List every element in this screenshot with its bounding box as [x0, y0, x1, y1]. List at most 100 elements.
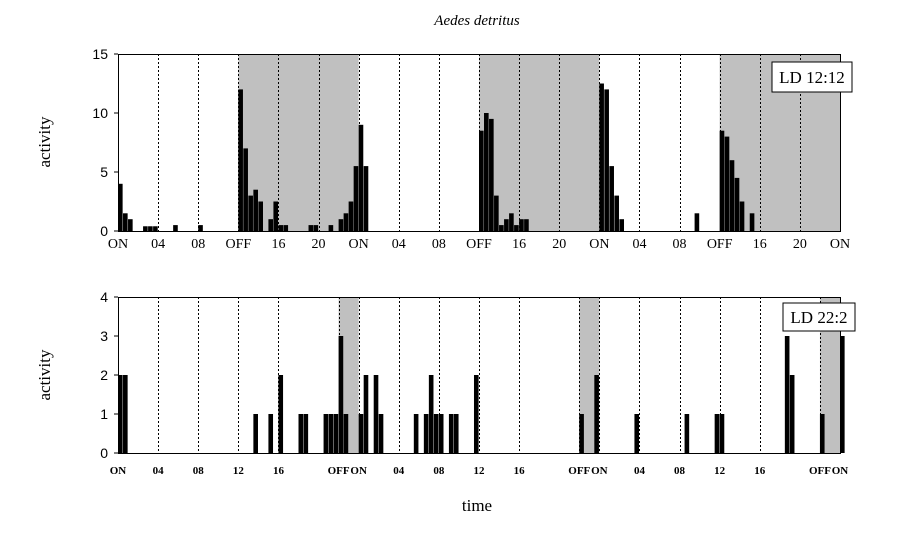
dark-period	[819, 297, 840, 453]
activity-bar	[253, 189, 258, 231]
dark-period	[479, 54, 600, 231]
y-axis-label: activity	[35, 116, 54, 167]
x-tick-label: 04	[393, 465, 405, 477]
x-tick-label: 08	[674, 465, 686, 477]
activity-bar	[123, 213, 128, 231]
activity-bar	[343, 213, 349, 231]
x-tick-label: 16	[271, 237, 285, 252]
activity-bar	[358, 414, 364, 453]
chart-title: Aedes detritus	[433, 13, 520, 29]
activity-bar	[514, 225, 519, 231]
activity-bar	[448, 414, 454, 453]
x-tick-label: ON	[108, 237, 128, 252]
activity-bar	[373, 375, 379, 453]
activity-bar	[729, 160, 735, 231]
activity-bar	[333, 414, 339, 453]
activity-bar	[634, 414, 640, 453]
x-tick-label: OFF	[568, 465, 590, 477]
activity-bar	[489, 118, 494, 231]
activity-bar	[579, 414, 584, 453]
activity-bar	[599, 83, 604, 231]
x-tick-label: ON	[349, 237, 369, 252]
x-tick-label: 08	[433, 465, 445, 477]
activity-bar	[278, 225, 284, 231]
x-axis-label: time	[462, 496, 492, 515]
y-tick-label: 2	[100, 367, 108, 383]
x-tick-label: 20	[552, 237, 566, 252]
activity-bar	[298, 414, 304, 453]
activity-bar	[789, 375, 795, 453]
x-tick-label: OFF	[707, 237, 733, 252]
plot-frame	[118, 54, 841, 232]
x-tick-label: 16	[753, 237, 767, 252]
activity-bar	[363, 166, 369, 231]
activity-bar	[283, 225, 289, 231]
activity-bar	[609, 166, 614, 231]
activity-bar	[198, 225, 203, 231]
activity-bar	[604, 89, 609, 232]
activity-bar	[278, 375, 284, 453]
x-tick-label: 04	[392, 237, 406, 252]
x-tick-label: 04	[153, 465, 165, 477]
y-tick-label: 10	[92, 105, 108, 121]
regime-label: LD 22:2	[790, 308, 847, 327]
plot-frame	[118, 297, 841, 454]
activity-bar	[248, 195, 253, 231]
activity-bar	[148, 226, 153, 231]
regime-label-box	[782, 302, 856, 332]
activity-bar	[719, 414, 725, 453]
y-tick-label: 3	[100, 328, 108, 344]
activity-bar	[714, 414, 720, 453]
activity-bar	[473, 375, 479, 453]
activity-bar	[724, 136, 730, 231]
x-tick-label: 08	[191, 237, 205, 252]
activity-bar	[308, 225, 314, 231]
x-tick-label: 04	[632, 237, 646, 252]
y-tick-label: 1	[100, 406, 108, 422]
y-tick-label: 5	[100, 164, 108, 180]
x-tick-label: 08	[193, 465, 205, 477]
activity-bar	[118, 375, 123, 453]
activity-bar	[143, 226, 148, 231]
x-tick-label: 12	[233, 465, 245, 477]
x-tick-label: OFF	[225, 237, 251, 252]
activity-bar	[268, 414, 274, 453]
activity-bar	[619, 219, 625, 231]
activity-bar	[484, 113, 489, 231]
activity-bar	[684, 414, 690, 453]
activity-bar	[423, 414, 429, 453]
activity-bar	[519, 219, 524, 231]
activity-bar	[118, 183, 123, 231]
activity-bar	[819, 414, 825, 453]
y-tick-label: 15	[92, 46, 108, 62]
activity-bar	[243, 148, 248, 231]
activity-bar	[739, 201, 745, 231]
activity-bar	[524, 219, 529, 231]
x-tick-label: OFF	[809, 465, 831, 477]
activity-bar	[494, 195, 499, 231]
activity-bar	[614, 195, 619, 231]
y-tick-label: 0	[100, 223, 108, 239]
panel-ld-12-12: 0 5 10 15 ON 04 08 OFF 16 20 ON 04 08 OFF 16 20 ON 04 08 O…	[35, 46, 853, 252]
activity-bar	[358, 124, 364, 231]
activity-bar	[313, 225, 319, 231]
regime-label: LD 12:12	[779, 68, 845, 87]
activity-bar	[343, 414, 349, 453]
activity-bar	[378, 414, 384, 453]
activity-bar	[338, 219, 344, 231]
x-tick-label: 16	[273, 465, 285, 477]
x-tick-label: 12	[474, 465, 486, 477]
activity-bar	[323, 414, 329, 453]
x-tick-label: 04	[151, 237, 165, 252]
activity-bar	[509, 213, 514, 231]
activity-bar	[253, 414, 258, 453]
activity-bar	[353, 166, 359, 231]
activity-bar	[428, 375, 434, 453]
activity-bar	[338, 336, 344, 453]
y-axis-label: activity	[35, 349, 54, 400]
x-tick-label: 16	[514, 465, 526, 477]
activity-bar	[479, 130, 484, 231]
activity-bar	[499, 225, 504, 231]
